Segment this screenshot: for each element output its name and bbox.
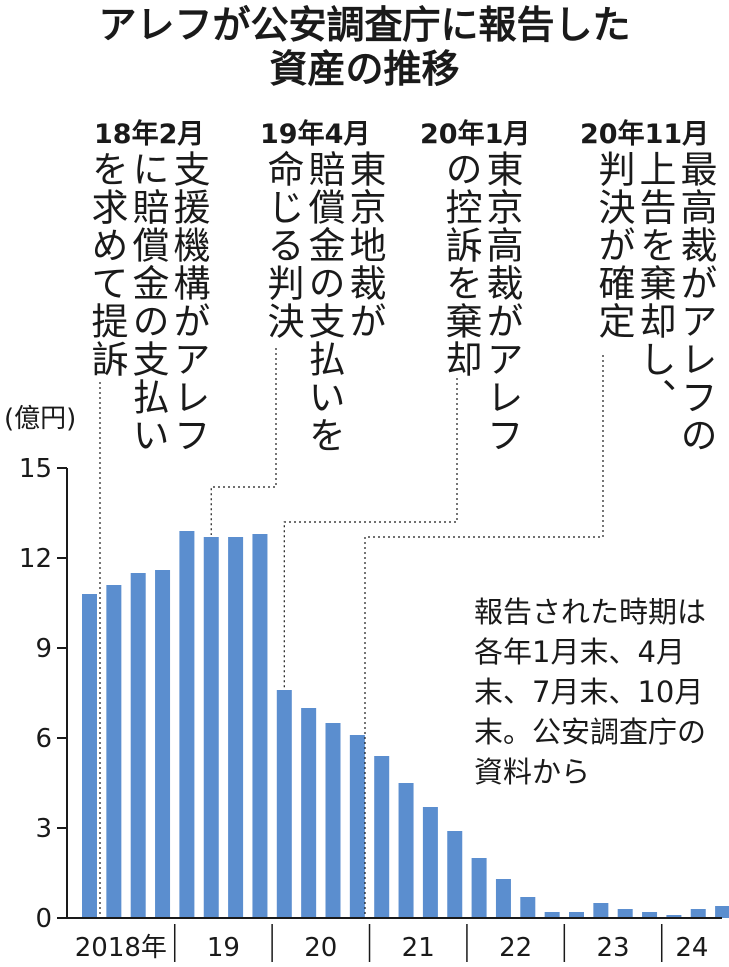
chart-title-line2: 資産の推移 bbox=[269, 47, 460, 91]
bar bbox=[349, 735, 365, 918]
bars bbox=[82, 531, 729, 918]
x-tick-label: 24 bbox=[675, 933, 708, 963]
bar bbox=[715, 906, 729, 918]
bar bbox=[106, 585, 122, 918]
chart-title-line1: アレフが公安調査庁に報告した bbox=[98, 3, 631, 47]
bar bbox=[569, 912, 584, 918]
bar bbox=[374, 756, 390, 918]
event-date-4: 20年11月 bbox=[580, 119, 710, 150]
event-date-2: 19年4月 bbox=[260, 119, 371, 150]
bar bbox=[690, 909, 706, 918]
x-tick-label: 21 bbox=[402, 933, 435, 963]
y-tick-label: 12 bbox=[19, 544, 52, 574]
bar bbox=[642, 912, 658, 918]
x-tick-label: 19 bbox=[207, 933, 240, 963]
bar bbox=[179, 531, 195, 918]
bar bbox=[617, 909, 633, 918]
leader-line bbox=[364, 355, 604, 918]
bar bbox=[471, 858, 487, 918]
bar bbox=[666, 915, 682, 918]
event-text-1: 支援機構がアレフ に賠償金の支払い を求めて提訴 bbox=[85, 150, 210, 454]
bar bbox=[155, 570, 171, 918]
leader-lines bbox=[99, 348, 604, 918]
event-text-3: 東京高裁がアレフ の控訴を棄却 bbox=[439, 150, 523, 454]
bar bbox=[325, 723, 341, 918]
bar bbox=[252, 534, 268, 918]
bar bbox=[520, 897, 536, 918]
bar bbox=[495, 879, 511, 918]
event-text-4: 最高裁がアレフの 上告を棄却し、 判決が確定 bbox=[592, 150, 717, 454]
bar bbox=[544, 912, 560, 918]
x-tick-label: 23 bbox=[596, 933, 629, 963]
y-tick-label: 0 bbox=[35, 904, 52, 934]
event-date-1: 18年2月 bbox=[94, 119, 205, 150]
bar bbox=[228, 537, 244, 918]
y-tick-label: 9 bbox=[35, 634, 52, 664]
leader-line bbox=[210, 348, 277, 535]
event-text-2: 東京地裁が 賠償金の支払いを 命じる判決 bbox=[261, 150, 386, 454]
bar bbox=[301, 708, 317, 918]
source-note: 報告された時期は各年1月末、4月末、7月末、10月末。公安調査庁の資料から bbox=[474, 595, 707, 789]
bar bbox=[398, 783, 414, 918]
y-axis-unit: (億円) bbox=[4, 404, 77, 434]
y-tick-label: 3 bbox=[35, 814, 52, 844]
bar bbox=[593, 903, 609, 918]
x-tick-label: 22 bbox=[499, 933, 532, 963]
bar bbox=[82, 594, 97, 918]
bar bbox=[130, 573, 146, 918]
y-tick-label: 6 bbox=[35, 724, 52, 754]
leader-line bbox=[283, 378, 458, 688]
bar bbox=[276, 690, 292, 918]
y-tick-label: 15 bbox=[19, 454, 52, 484]
event-date-3: 20年1月 bbox=[420, 119, 531, 150]
axes: 15 12 9 6 3 0 2018年 19 20 21 22 23 24 bbox=[19, 454, 722, 963]
bar bbox=[422, 807, 438, 918]
bar bbox=[447, 831, 463, 918]
x-tick-label: 20 bbox=[304, 933, 337, 963]
bar bbox=[203, 537, 219, 918]
x-tick-label: 2018年 bbox=[75, 933, 167, 963]
